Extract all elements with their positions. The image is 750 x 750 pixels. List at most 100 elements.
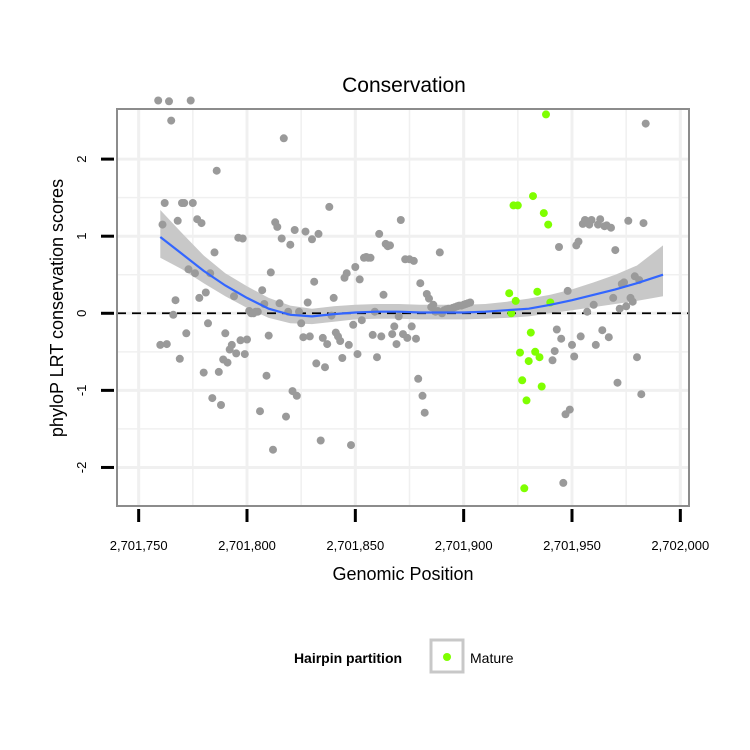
data-point xyxy=(210,248,219,257)
data-point xyxy=(227,340,236,349)
data-point xyxy=(583,307,592,316)
data-point xyxy=(587,216,596,224)
data-point xyxy=(299,333,308,342)
data-point xyxy=(615,304,624,313)
data-point xyxy=(351,263,360,271)
data-point xyxy=(353,350,362,359)
x-axis-label: Genomic Position xyxy=(332,564,473,584)
x-tick-label: 2,701,800 xyxy=(218,538,276,553)
mature-point xyxy=(507,309,516,318)
data-point xyxy=(212,166,221,175)
data-point xyxy=(622,302,631,311)
data-point xyxy=(308,235,316,244)
data-point xyxy=(290,226,299,234)
x-tick-label: 2,702,000 xyxy=(651,538,709,553)
mature-point xyxy=(511,296,520,305)
mature-point xyxy=(535,353,544,362)
data-point xyxy=(269,445,277,454)
mature-point xyxy=(522,396,531,405)
data-point xyxy=(418,391,427,400)
data-point xyxy=(292,391,301,400)
data-point xyxy=(182,329,191,338)
data-point xyxy=(609,293,618,302)
mature-point xyxy=(531,347,540,356)
mature-point xyxy=(524,357,533,366)
data-point xyxy=(407,322,416,331)
data-point xyxy=(256,407,264,416)
data-point xyxy=(273,222,282,231)
mature-point xyxy=(518,376,527,385)
x-tick-label: 2,701,900 xyxy=(435,538,493,553)
legend: Hairpin partition Mature xyxy=(294,638,514,674)
data-point xyxy=(570,352,579,361)
mature-point xyxy=(520,484,529,493)
data-point xyxy=(379,290,388,299)
data-point xyxy=(377,332,386,341)
data-point xyxy=(277,234,286,243)
data-point xyxy=(611,246,620,255)
data-point xyxy=(253,307,262,316)
mature-point xyxy=(533,287,542,296)
mature-point xyxy=(544,220,553,229)
data-point xyxy=(574,237,583,246)
mature-point xyxy=(529,192,537,201)
y-tick-label: 0 xyxy=(74,310,89,317)
data-point xyxy=(240,350,249,359)
data-point xyxy=(563,286,572,295)
mature-point xyxy=(526,328,535,337)
data-point xyxy=(325,202,334,211)
data-point xyxy=(414,374,423,383)
x-tick-label: 2,701,950 xyxy=(543,538,601,553)
data-point xyxy=(214,367,223,376)
legend-label-mature: Mature xyxy=(470,650,514,666)
data-point xyxy=(396,216,405,224)
data-point xyxy=(628,297,637,306)
data-point xyxy=(366,253,375,262)
legend-key-mature xyxy=(443,653,451,661)
data-point xyxy=(321,363,329,372)
y-tick-label: -2 xyxy=(74,462,89,474)
data-point xyxy=(191,269,199,278)
data-point xyxy=(195,293,204,302)
data-point xyxy=(466,298,475,307)
data-point xyxy=(349,320,358,329)
data-point xyxy=(565,405,574,414)
data-point xyxy=(392,340,401,349)
data-point xyxy=(589,300,598,309)
data-point xyxy=(318,333,327,342)
data-point xyxy=(557,334,566,343)
data-point xyxy=(316,436,325,445)
data-point xyxy=(305,332,314,341)
data-point xyxy=(620,278,628,287)
data-point xyxy=(552,325,561,334)
mature-point xyxy=(516,348,524,357)
data-point xyxy=(243,335,251,344)
data-point xyxy=(238,234,247,243)
y-axis: -2 -1 0 1 2 xyxy=(74,155,114,473)
data-point xyxy=(550,347,559,356)
mature-point xyxy=(542,110,550,119)
data-point xyxy=(429,300,438,309)
data-point xyxy=(639,219,648,228)
data-point xyxy=(596,215,605,224)
data-point xyxy=(303,298,312,307)
data-point xyxy=(412,334,420,343)
data-point xyxy=(344,340,353,349)
data-point xyxy=(217,401,225,409)
data-point xyxy=(329,293,338,302)
data-point xyxy=(221,329,230,338)
data-point xyxy=(386,241,394,250)
mature-point xyxy=(513,201,522,210)
data-point xyxy=(637,390,646,399)
data-point xyxy=(180,199,189,207)
data-point xyxy=(416,279,425,288)
data-point xyxy=(403,333,412,342)
data-point xyxy=(156,340,165,349)
data-point xyxy=(232,349,241,358)
data-point xyxy=(394,312,403,321)
data-point xyxy=(388,330,397,339)
data-point xyxy=(375,229,384,238)
data-point xyxy=(186,96,195,105)
data-point xyxy=(230,292,238,301)
data-point xyxy=(435,248,444,257)
